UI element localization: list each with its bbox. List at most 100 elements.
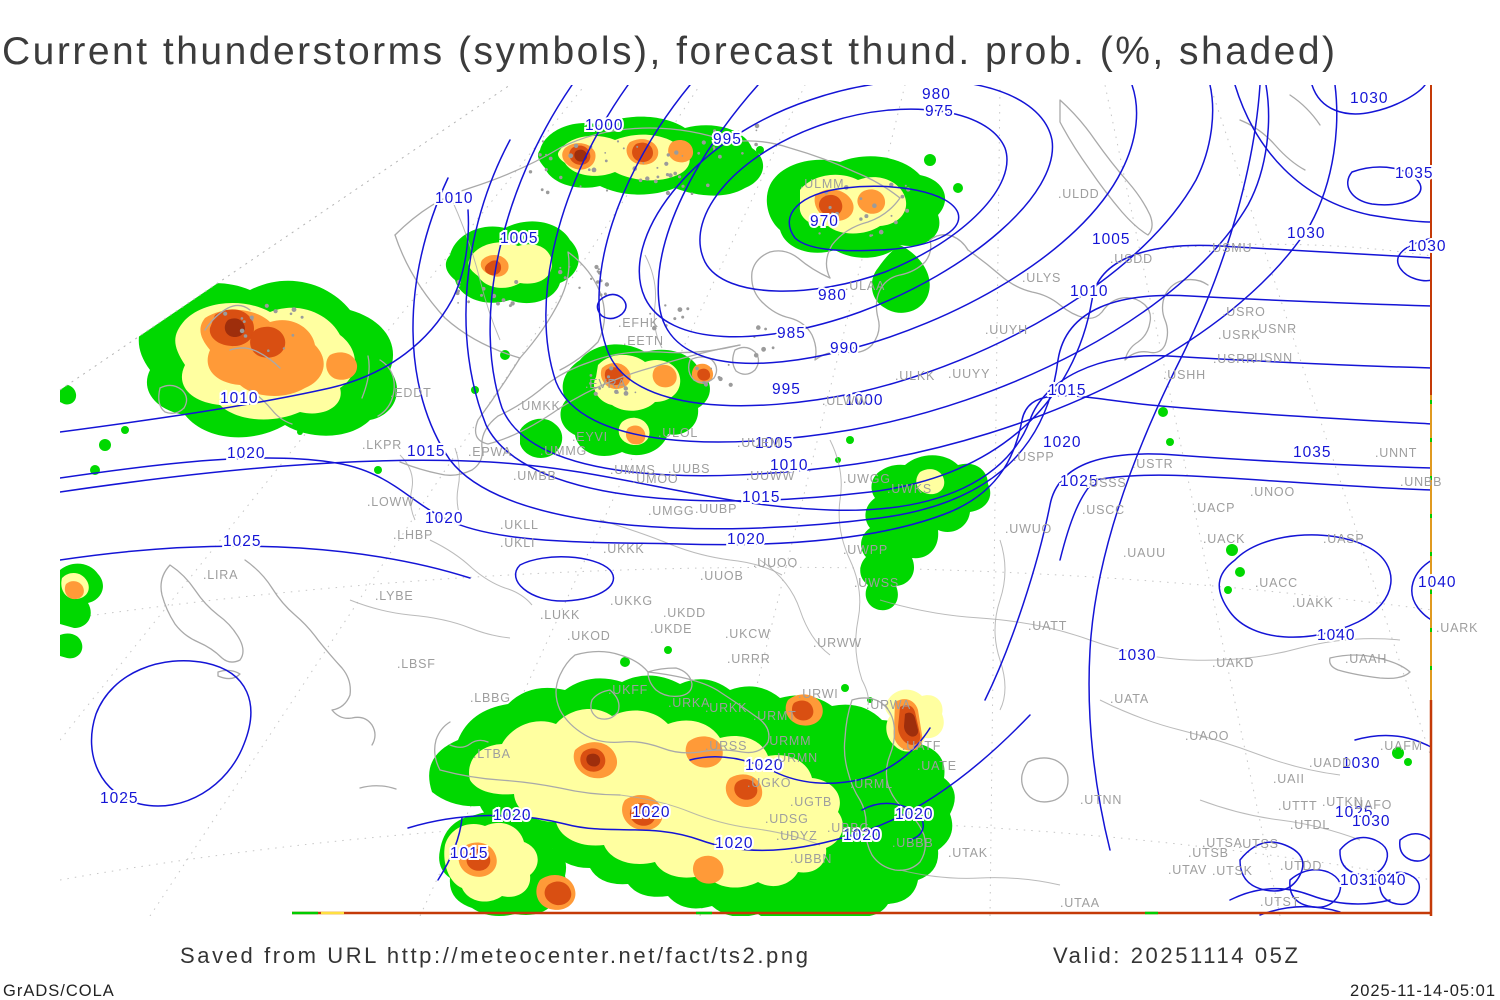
isobar-label: 1035 [1395, 165, 1433, 182]
station-label: .UACP [1193, 501, 1235, 515]
isobar-1020 [60, 394, 1432, 546]
isobar-label: 1000 [585, 117, 623, 134]
station-label: .URMM [765, 734, 811, 748]
station-label: .UTDD [1280, 859, 1322, 873]
isobar-label: 1010 [770, 457, 808, 474]
station-label: .USCC [1082, 503, 1125, 517]
station-label: .EPWA [468, 445, 512, 459]
station-label: .USNN [1250, 351, 1293, 365]
station-label: .USSS [1085, 476, 1127, 490]
station-label: .UUBS [668, 462, 710, 476]
isobar-label: 980 [922, 86, 951, 103]
station-label: .UKLL [500, 518, 539, 532]
station-label: .USPP [1013, 450, 1055, 464]
isobar-label: 1040 [1317, 627, 1355, 644]
station-labels: .ULMM .ULAA .ULDD .USDD .USMU .ULYS .UUYH .USRO… [203, 177, 1477, 910]
footer-valid-time: Valid: 20251114 05Z [1053, 943, 1301, 968]
isobar-label: 1020 [843, 827, 881, 844]
station-label: .UBBB [892, 836, 934, 850]
station-label: .ULWW [822, 394, 868, 408]
isobar-1030 [1088, 85, 1261, 851]
station-label: .ULDD [1058, 187, 1100, 201]
station-label: .USRK [1218, 328, 1260, 342]
station-label: .UWKS [887, 482, 932, 496]
station-label: .UKKK [603, 542, 645, 556]
station-label: .UWSS [854, 576, 899, 590]
coastlines [158, 94, 1411, 886]
isobar-1010 [412, 177, 1432, 530]
station-label: .EVRA [585, 377, 627, 391]
station-label: .URSS [705, 739, 747, 753]
isobar-label: 985 [777, 325, 806, 342]
station-label: .UAOO [1185, 729, 1229, 743]
isobar-1000 [489, 85, 1338, 477]
station-label: .UKDD [663, 606, 706, 620]
station-label: .UAFM [1380, 739, 1423, 753]
isobar-label: 1030 [1287, 225, 1325, 242]
station-label: .USDD [1110, 252, 1153, 266]
isobar-label: 1025 [1060, 473, 1098, 490]
station-label: .UMMS [610, 463, 656, 477]
station-label: .URRR [727, 652, 771, 666]
station-label: .URWI [798, 687, 839, 701]
isobar-label: 1020 [715, 835, 753, 852]
isobar-1005 [465, 139, 1432, 502]
station-label: .UTSK [1212, 864, 1253, 878]
station-label: .ULKK [895, 369, 935, 383]
station-label: .UMBB [513, 469, 557, 483]
station-label: .URKK [705, 701, 747, 715]
station-label: .UMOO [632, 472, 678, 486]
storm-cell-darkred [224, 318, 245, 338]
isobar-label: 1025 [1335, 804, 1373, 821]
isobar-label: 1035 [1293, 444, 1331, 461]
storm-cell-yellow [469, 709, 843, 888]
station-label: .UAKD [1212, 656, 1254, 670]
station-label: .URMT [753, 709, 797, 723]
isobar-label: 1025 [223, 533, 261, 550]
station-label: .URMN [773, 751, 818, 765]
station-label: .UKKG [610, 594, 653, 608]
station-label: .UMKK [517, 399, 561, 413]
isobar-label: 1000 [845, 392, 883, 409]
station-label: .UWPP [843, 543, 888, 557]
isobar-label: 1015 [742, 489, 780, 506]
station-label: .UTDL [1290, 818, 1330, 832]
station-label: .UNOO [1250, 485, 1295, 499]
isobar-label: 1010 [435, 190, 473, 207]
station-label: .LTBA [473, 747, 511, 761]
station-label: .USHH [1163, 368, 1206, 382]
station-label: .UTAV [1168, 863, 1207, 877]
station-label: .EFHK [618, 316, 659, 330]
isobar-label: 1020 [1043, 434, 1081, 451]
station-label: .USRO [1222, 305, 1266, 319]
station-label: .UAFO [1350, 798, 1392, 812]
isobar-1025w [60, 545, 471, 579]
isobar-label: 1010 [220, 390, 258, 407]
station-label: .UATA [1110, 692, 1149, 706]
isobar-label: 1015 [407, 443, 445, 460]
station-label: .UAII [1273, 772, 1305, 786]
isobar-label: 1005 [500, 230, 538, 247]
isobar-1015 [60, 354, 1432, 512]
map-boundary [59, 84, 1433, 916]
isobar-980 [638, 85, 1054, 338]
station-label: .UDSG [765, 812, 809, 826]
station-label: .UTTT [1278, 799, 1317, 813]
station-label: .UKCW [725, 627, 771, 641]
station-label: .UUEM [737, 436, 781, 450]
isobar-975 [699, 108, 1008, 292]
isobar-label: 995 [772, 381, 801, 398]
isobar-label: 1005 [755, 435, 793, 452]
footer-source-url: Saved from URL http://meteocenter.net/fa… [180, 943, 811, 968]
station-label: .UAAH [1345, 652, 1387, 666]
station-label: .UWGG [843, 472, 891, 486]
station-label: .UWUO [1005, 522, 1052, 536]
page-title: Current thunderstorms (symbols), forecas… [2, 30, 1338, 73]
station-label: .UNNT [1375, 446, 1417, 460]
station-label: .UUOB [700, 569, 744, 583]
station-label: .ULOL [658, 426, 698, 440]
station-label: .UTNN [1080, 793, 1122, 807]
storm-shading [60, 116, 1412, 916]
